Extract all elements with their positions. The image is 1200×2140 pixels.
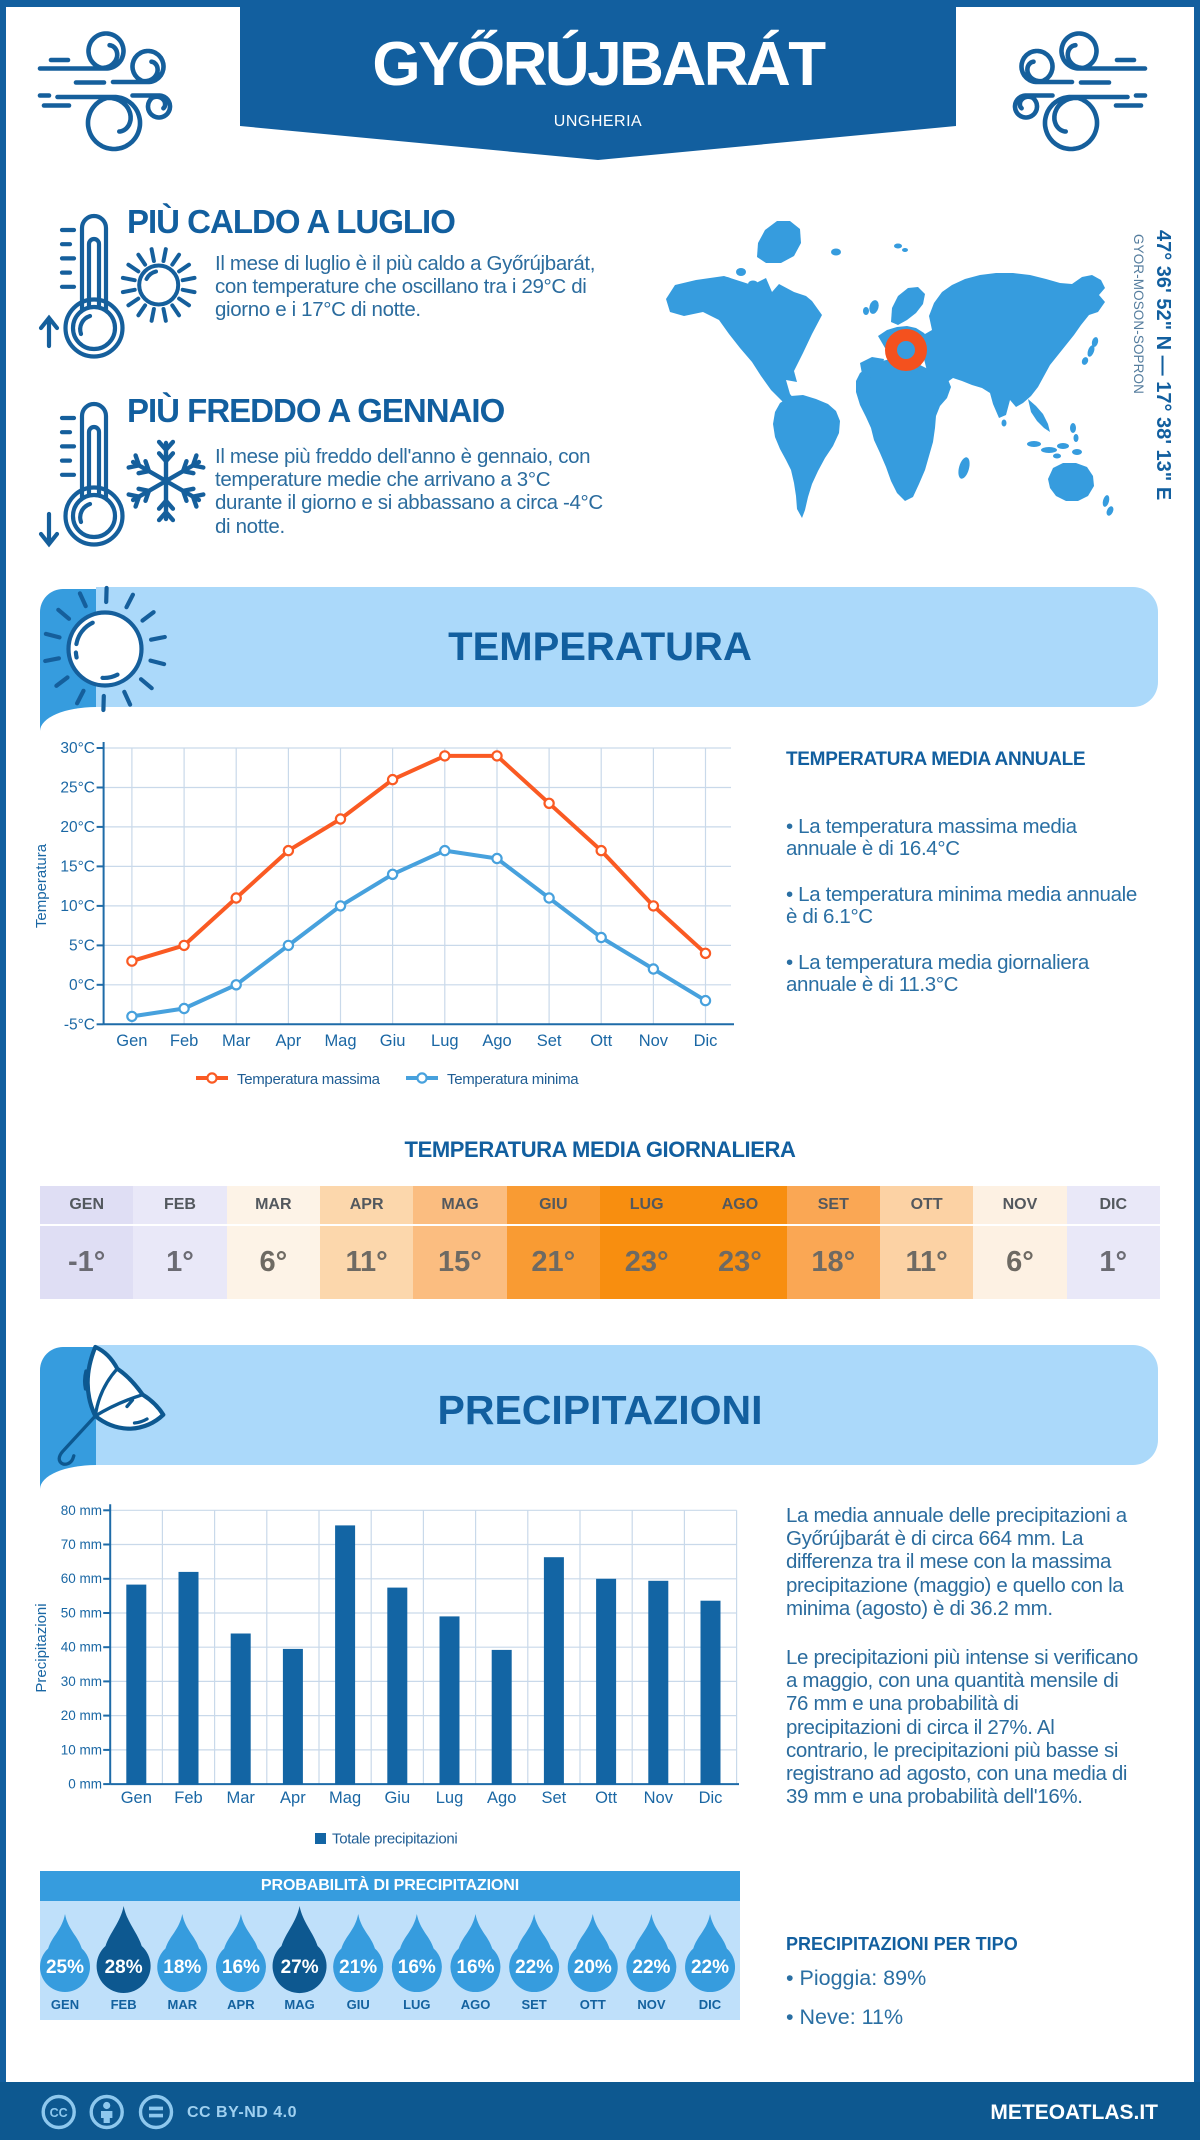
svg-text:16%: 16% [222,1957,260,1978]
svg-text:22%: 22% [515,1957,553,1978]
svg-text:Gen: Gen [116,1032,147,1050]
svg-text:20%: 20% [574,1957,612,1978]
svg-text:Set: Set [542,1789,567,1807]
svg-text:80 mm: 80 mm [61,1503,102,1518]
svg-text:60 mm: 60 mm [61,1571,102,1586]
svg-text:AGO: AGO [461,1997,491,2012]
svg-text:Giu: Giu [380,1032,406,1050]
svg-text:10 mm: 10 mm [61,1742,102,1757]
svg-text:0 mm: 0 mm [68,1777,102,1792]
svg-text:28%: 28% [105,1957,143,1978]
svg-text:Dic: Dic [699,1789,723,1807]
svg-text:FEB: FEB [111,1997,137,2012]
svg-text:Ott: Ott [590,1032,612,1050]
svg-text:Feb: Feb [170,1032,198,1050]
svg-text:Giu: Giu [384,1789,410,1807]
svg-text:Temperatura massima: Temperatura massima [237,1071,381,1088]
svg-text:16%: 16% [456,1957,494,1978]
svg-text:Lug: Lug [436,1789,464,1807]
svg-text:30 mm: 30 mm [61,1674,102,1689]
svg-text:Set: Set [537,1032,562,1050]
svg-text:25%: 25% [46,1957,84,1978]
svg-text:Feb: Feb [174,1789,202,1807]
svg-text:-5°C: -5°C [64,1016,95,1033]
svg-text:CC: CC [50,2106,68,2120]
svg-text:0°C: 0°C [69,977,95,994]
svg-text:Lug: Lug [431,1032,459,1050]
svg-text:Mar: Mar [226,1789,255,1807]
svg-text:GIU: GIU [347,1997,370,2012]
svg-text:Ago: Ago [487,1789,516,1807]
svg-text:NOV: NOV [637,1997,666,2012]
svg-text:Mar: Mar [222,1032,251,1050]
svg-text:Nov: Nov [644,1789,674,1807]
svg-text:Precipitazioni: Precipitazioni [33,1603,50,1692]
svg-text:50 mm: 50 mm [61,1606,102,1621]
svg-text:20 mm: 20 mm [61,1708,102,1723]
svg-text:Totale precipitazioni: Totale precipitazioni [332,1831,457,1848]
svg-text:16%: 16% [398,1957,436,1978]
svg-text:LUG: LUG [403,1997,430,2012]
svg-text:27%: 27% [281,1957,319,1978]
svg-text:Temperatura minima: Temperatura minima [447,1071,579,1088]
svg-text:5°C: 5°C [69,937,95,954]
svg-text:Temperatura: Temperatura [33,843,50,928]
svg-text:Mag: Mag [324,1032,356,1050]
svg-text:Apr: Apr [276,1032,302,1050]
svg-text:Gen: Gen [121,1789,152,1807]
svg-text:Dic: Dic [694,1032,718,1050]
svg-text:Ott: Ott [595,1789,617,1807]
svg-text:18%: 18% [163,1957,201,1978]
svg-text:70 mm: 70 mm [61,1537,102,1552]
svg-text:Ago: Ago [482,1032,511,1050]
svg-text:GEN: GEN [51,1997,79,2012]
svg-text:15°C: 15°C [60,858,95,875]
svg-text:22%: 22% [632,1957,670,1978]
svg-text:40 mm: 40 mm [61,1640,102,1655]
svg-text:30°C: 30°C [60,740,95,757]
svg-text:MAG: MAG [284,1997,314,2012]
svg-text:Mag: Mag [329,1789,361,1807]
svg-text:20°C: 20°C [60,819,95,836]
svg-text:25°C: 25°C [60,780,95,797]
svg-text:22%: 22% [691,1957,729,1978]
svg-text:SET: SET [521,1997,546,2012]
svg-text:Apr: Apr [280,1789,306,1807]
svg-text:APR: APR [227,1997,255,2012]
svg-text:DIC: DIC [699,1997,722,2012]
svg-text:Nov: Nov [639,1032,669,1050]
svg-text:OTT: OTT [580,1997,606,2012]
svg-text:10°C: 10°C [60,898,95,915]
svg-text:21%: 21% [339,1957,377,1978]
svg-text:MAR: MAR [167,1997,197,2012]
